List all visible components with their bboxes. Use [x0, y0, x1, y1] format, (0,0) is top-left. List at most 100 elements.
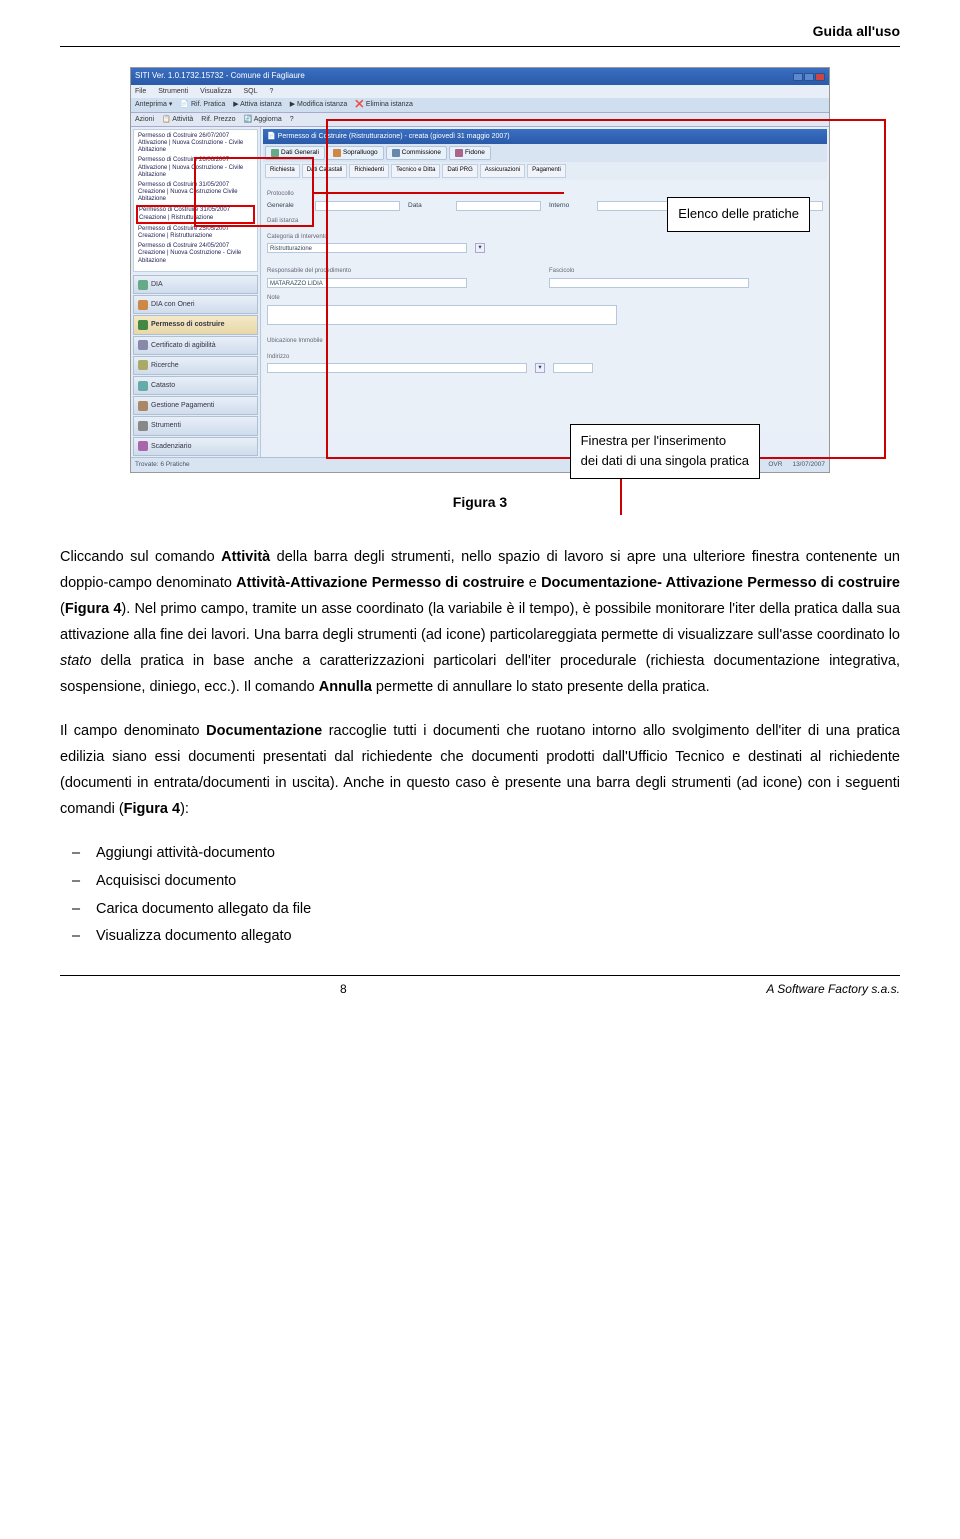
tree-item[interactable]: Permesso di Costruire 25/05/2007 Creazio… [136, 225, 255, 241]
input-categoria[interactable]: Ristrutturazione [267, 243, 467, 253]
form-row: Responsabile del procedimento MATARAZZO … [267, 261, 823, 288]
toolbar2-attivita[interactable]: 📋 Attività [162, 116, 193, 123]
label-fascicolo: Fascicolo [549, 267, 823, 277]
window-buttons [793, 73, 825, 81]
nav-scadenziario[interactable]: Scadenziario [133, 437, 258, 456]
close-button[interactable] [815, 73, 825, 81]
menu-file[interactable]: File [135, 88, 146, 95]
input-data1[interactable] [456, 201, 541, 211]
tabs-secondary: Richiesta Dati Catastali Richiedenti Tec… [263, 162, 827, 180]
nav-certificato[interactable]: Certificato di agibilità [133, 336, 258, 355]
page-header: Guida all'uso [60, 20, 900, 47]
toolbar2-rif-prezzo[interactable]: Rif. Prezzo [201, 116, 235, 123]
minimize-button[interactable] [793, 73, 803, 81]
label-generale: Generale [267, 201, 307, 211]
search-icon [138, 360, 148, 370]
tree-item[interactable]: Permesso di Costruire 26/07/2007 Attivaz… [136, 132, 255, 156]
toolbar-main: Anteprima ▾ 📄 Rif. Pratica ▶ Attiva ista… [131, 98, 829, 112]
sidebar: Permesso di Costruire 26/07/2007 Attivaz… [131, 127, 261, 457]
tab-commissione[interactable]: Commissione [386, 146, 447, 160]
paragraph-1: Cliccando sul comando Attività della bar… [60, 544, 900, 701]
footer-company: A Software Factory s.a.s. [766, 980, 900, 999]
menu-strumenti[interactable]: Strumenti [158, 88, 188, 95]
map-icon [138, 381, 148, 391]
textarea-note[interactable] [267, 305, 617, 325]
page-footer: 8 A Software Factory s.a.s. [60, 975, 900, 999]
status-ovr: OVR [768, 460, 782, 470]
tab-tecnico-ditta[interactable]: Tecnico e Ditta [391, 164, 440, 178]
toolbar-rif-pratica[interactable]: 📄 Rif. Pratica [180, 101, 225, 108]
list-item: Carica documento allegato da file [96, 896, 900, 924]
callout-line [314, 192, 564, 194]
nav-strumenti[interactable]: Strumenti [133, 416, 258, 435]
label-categoria: Categoria di Intervento [267, 233, 823, 243]
menu-help[interactable]: ? [269, 88, 273, 95]
tree-item[interactable]: Permesso di Costruire 26/06/2007 Attivaz… [136, 156, 255, 180]
toolbar2-aggiorna[interactable]: 🔄 Aggiorna [243, 116, 281, 123]
command-list: Aggiungi attività-documento Acquisisci d… [60, 840, 900, 950]
nav-ricerche[interactable]: Ricerche [133, 356, 258, 375]
list-item: Acquisisci documento [96, 868, 900, 896]
callout-finestra: Finestra per l'inserimento dei dati di u… [570, 424, 760, 480]
tab-dati-prg[interactable]: Dati PRG [442, 164, 477, 178]
list-item: Aggiungi attività-documento [96, 840, 900, 868]
maximize-button[interactable] [804, 73, 814, 81]
nav-buttons: DIA DIA con Oneri Permesso di costruire … [131, 274, 260, 457]
label-interno: Interno [549, 201, 589, 211]
content-pane: 📄 Permesso di Costruire (Ristrutturazion… [261, 127, 829, 457]
nav-catasto[interactable]: Catasto [133, 376, 258, 395]
tab-dati-catastali[interactable]: Dati Catastali [302, 164, 348, 178]
tab-sopralluogo[interactable]: Sopralluogo [327, 146, 384, 160]
info-icon [271, 149, 279, 157]
menu-visualizza[interactable]: Visualizza [200, 88, 231, 95]
input-civico[interactable] [553, 363, 593, 373]
toolbar-elimina-istanza[interactable]: ❌ Elimina istanza [355, 101, 413, 108]
tree-item[interactable]: Permesso di Costruire 24/05/2007 Creazio… [136, 242, 255, 266]
input-responsabile[interactable]: MATARAZZO LIDIA [267, 278, 467, 288]
input-indirizzo[interactable] [267, 363, 527, 373]
nav-permesso[interactable]: Permesso di costruire [133, 315, 258, 334]
callout-elenco: Elenco delle pratiche [667, 197, 810, 232]
form-row: Ristrutturazione ▾ [267, 243, 823, 253]
label-indirizzo: Indirizzo [267, 353, 823, 363]
label-responsabile: Responsabile del procedimento [267, 267, 541, 277]
nav-dia[interactable]: DIA [133, 275, 258, 294]
screenshot-figure: SITI Ver. 1.0.1732.15732 - Comune di Fag… [60, 67, 900, 473]
dropdown-icon[interactable]: ▾ [535, 363, 545, 373]
input-generale[interactable] [315, 201, 400, 211]
dropdown-icon[interactable]: ▾ [475, 243, 485, 253]
window-title: SITI Ver. 1.0.1732.15732 - Comune di Fag… [135, 70, 305, 83]
tab-fidone[interactable]: Fidone [449, 146, 491, 160]
practice-tree: Permesso di Costruire 26/07/2007 Attivaz… [133, 129, 258, 272]
menubar: File Strumenti Visualizza SQL ? [131, 85, 829, 98]
toolbar-modifica-istanza[interactable]: ▶ Modifica istanza [290, 101, 348, 108]
tab-dati-generali[interactable]: Dati Generali [265, 146, 325, 160]
toolbar2-help[interactable]: ? [290, 116, 294, 123]
toolbar-secondary: Azioni 📋 Attività Rif. Prezzo 🔄 Aggiorna… [131, 113, 829, 127]
doc-icon [138, 320, 148, 330]
tree-item-highlighted[interactable]: Permesso di Costruire 31/05/2007 Creazio… [136, 205, 255, 223]
toolbar-attiva-istanza[interactable]: ▶ Attiva istanza [233, 101, 282, 108]
status-left: Trovate: 6 Pratiche [135, 460, 190, 470]
bond-icon [455, 149, 463, 157]
tab-pagamenti[interactable]: Pagamenti [527, 164, 566, 178]
menu-sql[interactable]: SQL [244, 88, 258, 95]
tab-assicurazioni[interactable]: Assicurazioni [480, 164, 525, 178]
page-number: 8 [340, 980, 347, 999]
nav-pagamenti[interactable]: Gestione Pagamenti [133, 396, 258, 415]
label-data: Data [408, 201, 448, 211]
toolbar-anteprima[interactable]: Anteprima ▾ [135, 101, 172, 108]
titlebar: SITI Ver. 1.0.1732.15732 - Comune di Fag… [131, 68, 829, 85]
tree-item[interactable]: Permesso di Costruire 31/05/2007 Creazio… [136, 181, 255, 205]
group-icon [392, 149, 400, 157]
input-fascicolo[interactable] [549, 278, 749, 288]
tab-richiedenti[interactable]: Richiedenti [349, 164, 389, 178]
tools-icon [138, 421, 148, 431]
nav-dia-oneri[interactable]: DIA con Oneri [133, 295, 258, 314]
tabs-primary: Dati Generali Sopralluogo Commissione Fi… [263, 144, 827, 162]
app-window: SITI Ver. 1.0.1732.15732 - Comune di Fag… [130, 67, 830, 473]
tab-richiesta[interactable]: Richiesta [265, 164, 300, 178]
form-row: ▾ [267, 363, 823, 373]
paragraph-2: Il campo denominato Documentazione racco… [60, 718, 900, 822]
toolbar2-azioni[interactable]: Azioni [135, 116, 154, 123]
